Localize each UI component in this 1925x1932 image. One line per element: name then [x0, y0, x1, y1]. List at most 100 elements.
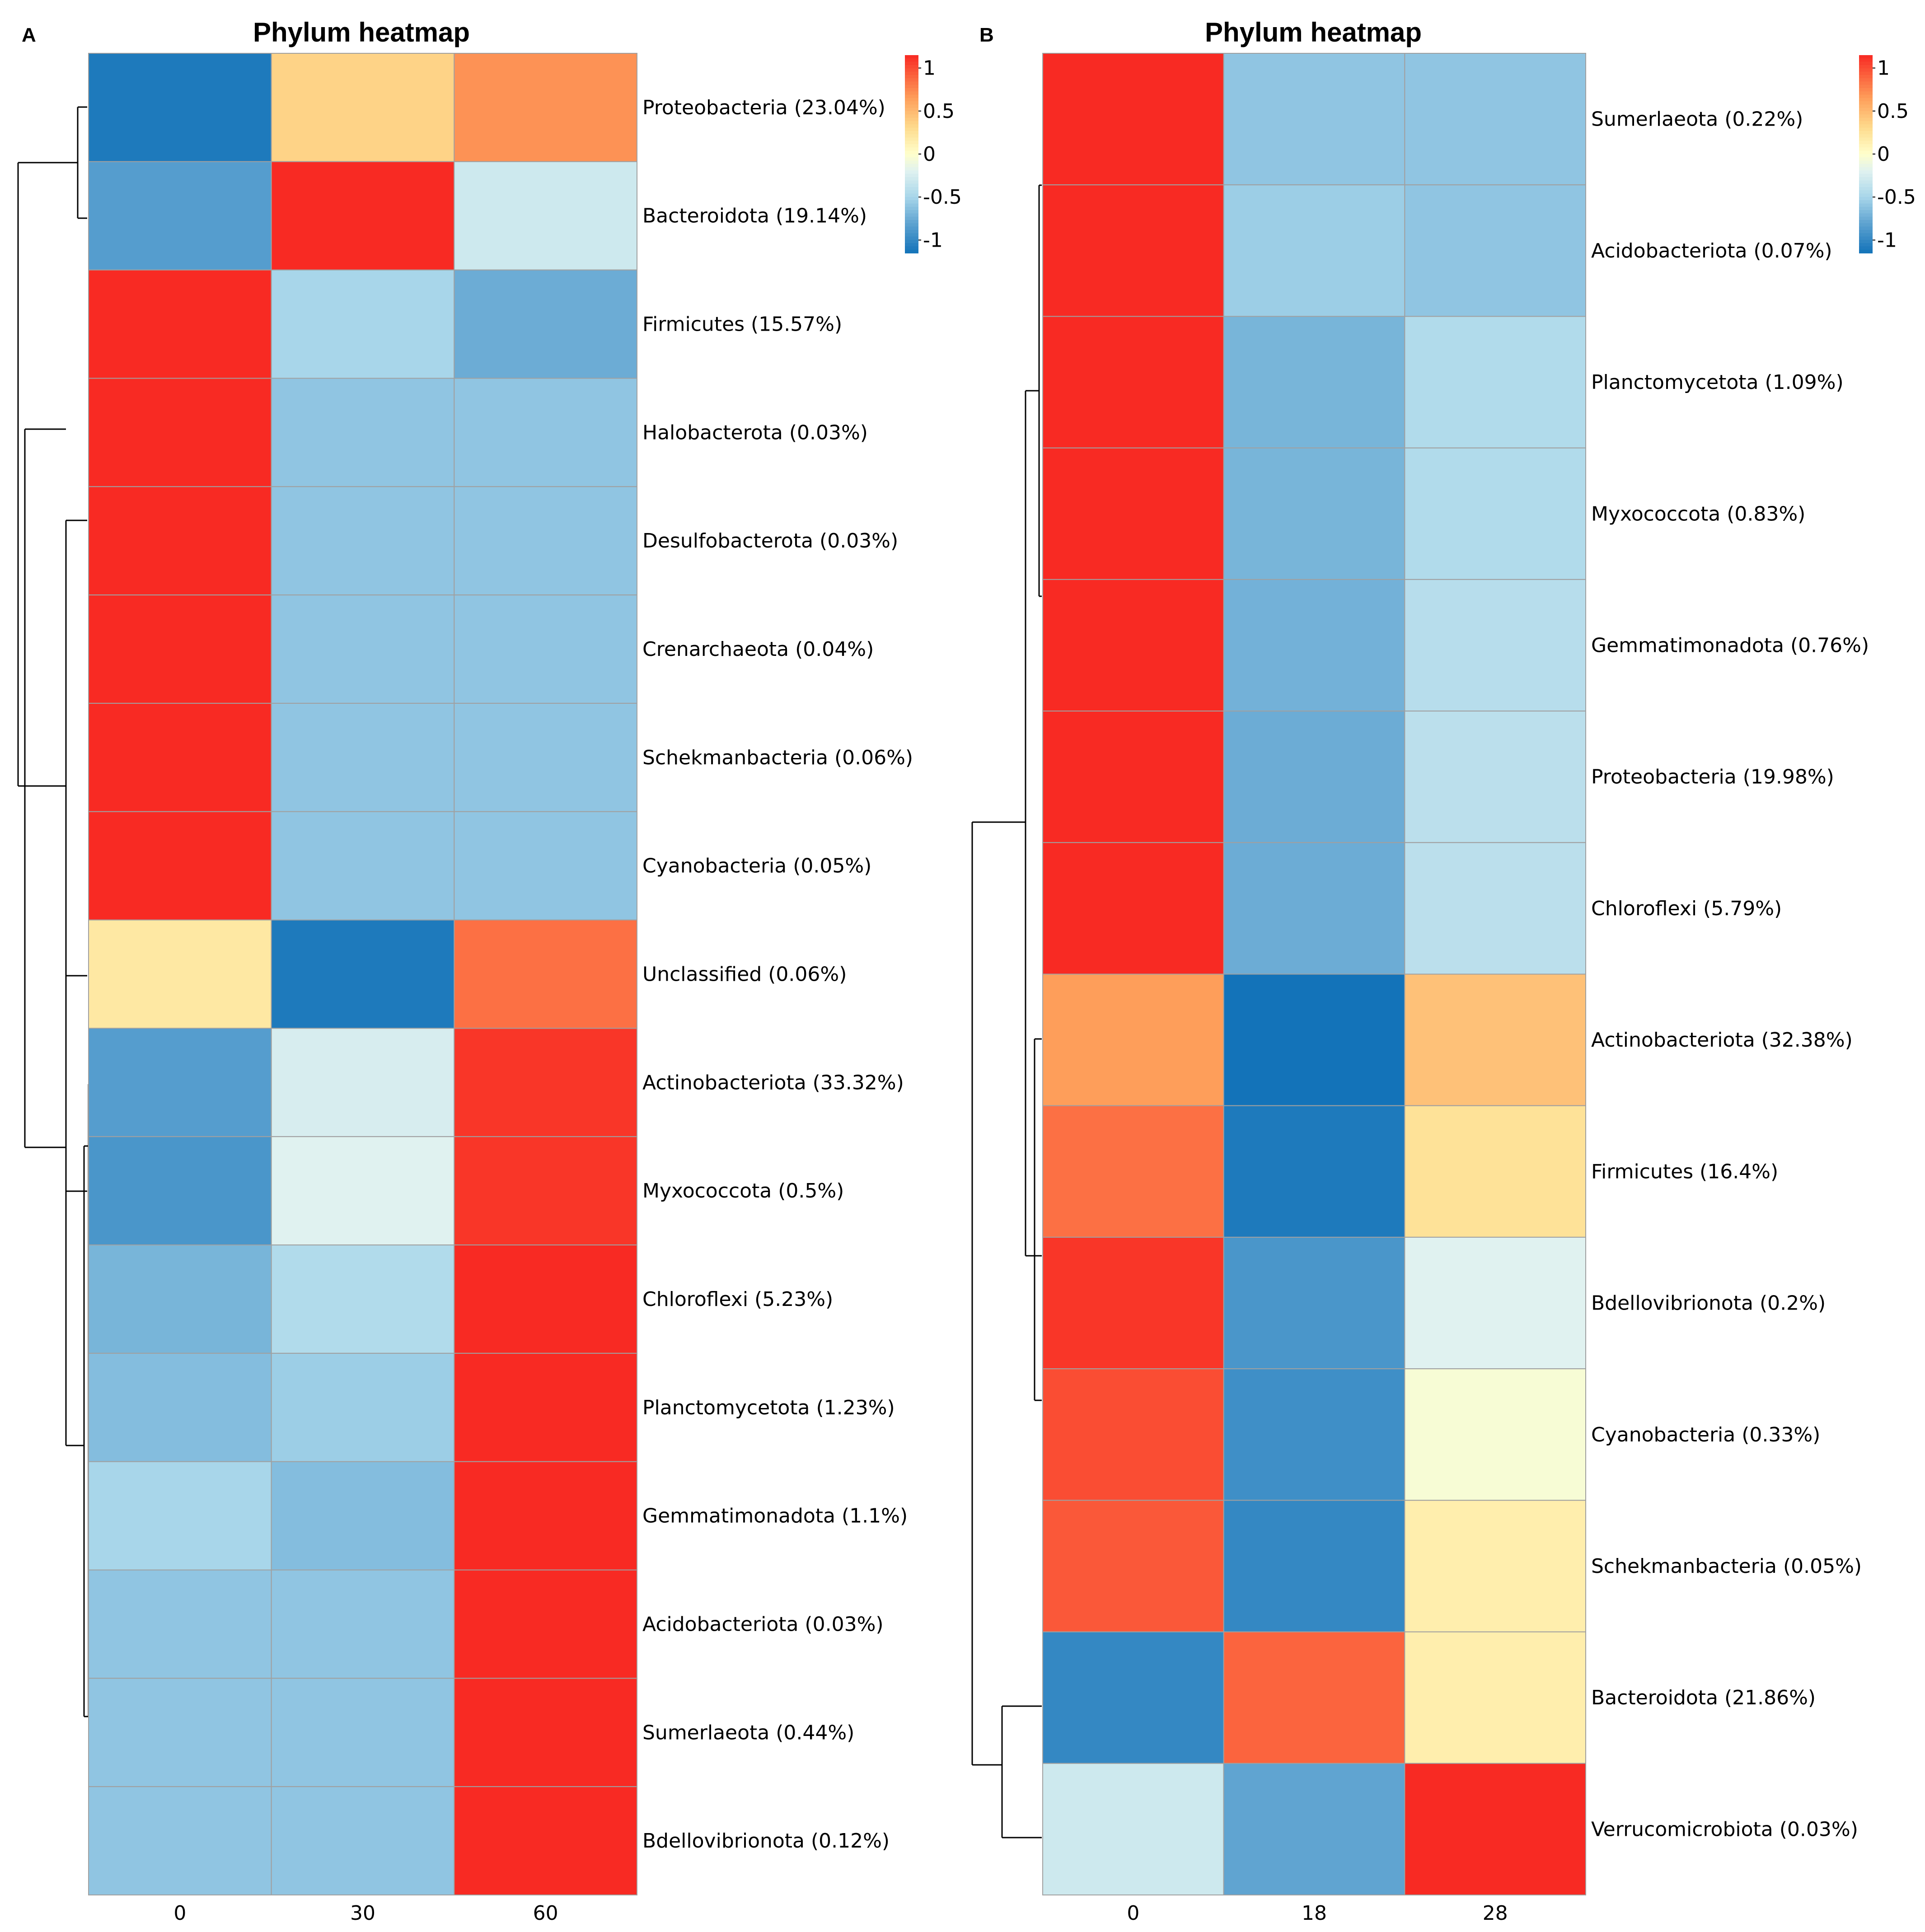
legend-color-step: [905, 98, 918, 102]
row-label: Gemmatimonadota (1.1%): [642, 1505, 908, 1528]
legend-color-step: [1859, 216, 1873, 220]
heatmap-cell: [1042, 1500, 1224, 1633]
legend-tick-label: 1: [923, 57, 936, 80]
heatmap-cell: [1223, 53, 1405, 186]
row-label: Halobacterota (0.03%): [642, 421, 868, 444]
legend-color-step: [1859, 220, 1873, 224]
row-label: Bacteroidota (21.86%): [1591, 1686, 1816, 1709]
legend-tick-label: 0: [1877, 143, 1890, 166]
panel-a-row-dendrogram: [17, 106, 89, 1717]
legend-color-step: [905, 108, 918, 112]
heatmap-cell: [1042, 579, 1224, 712]
legend-color-step: [905, 229, 918, 234]
row-label: Bacteroidota (19.14%): [642, 205, 867, 228]
legend-color-step: [1859, 150, 1873, 154]
heatmap-cell: [271, 1569, 455, 1679]
dendro-b-branch-3: [1034, 1038, 1042, 1401]
heatmap-cell: [454, 1136, 637, 1246]
legend-color-step: [1859, 249, 1873, 253]
legend-color-step: [905, 121, 918, 125]
heatmap-cell: [88, 594, 272, 704]
legend-color-step: [1859, 137, 1873, 141]
legend-color-step: [905, 160, 918, 164]
legend-color-step: [905, 55, 918, 59]
legend-color-step: [1859, 196, 1873, 201]
heatmap-cell: [1404, 973, 1586, 1106]
legend-color-step: [1859, 94, 1873, 98]
legend-color-step: [905, 134, 918, 138]
heatmap-cell: [454, 486, 637, 596]
legend-color-step: [1859, 144, 1873, 148]
legend-color-step: [1859, 78, 1873, 82]
legend-color-step: [905, 88, 918, 92]
legend-tick-label: 0.5: [1877, 100, 1909, 123]
heatmap-cell: [454, 594, 637, 704]
legend-color-step: [905, 223, 918, 227]
legend-color-step: [1859, 154, 1873, 158]
heatmap-cell: [271, 811, 455, 921]
legend-color-step: [1859, 160, 1873, 164]
row-label: Acidobacteriota (0.07%): [1591, 239, 1832, 262]
legend-color-step: [1859, 91, 1873, 95]
heatmap-cell: [88, 53, 272, 162]
legend-color-step: [905, 210, 918, 214]
legend-color-step: [905, 91, 918, 95]
heatmap-cell: [271, 1461, 455, 1571]
heatmap-cell: [1042, 842, 1224, 975]
heatmap-cell: [1223, 1631, 1405, 1764]
heatmap-cell: [1404, 1763, 1586, 1895]
heatmap-cell: [1042, 316, 1224, 449]
legend-color-step: [1859, 75, 1873, 79]
legend-color-step: [905, 193, 918, 197]
legend-color-step: [905, 94, 918, 98]
row-label: Crenarchaeota (0.04%): [642, 638, 874, 661]
legend-color-step: [905, 187, 918, 191]
legend-color-step: [905, 226, 918, 230]
heatmap-cell: [1404, 1631, 1586, 1764]
legend-color-step: [1859, 121, 1873, 125]
heatmap-cell: [1223, 184, 1405, 317]
heatmap-cell: [1223, 973, 1405, 1106]
heatmap-cell: [271, 1244, 455, 1354]
legend-color-step: [905, 183, 918, 187]
legend-color-step: [905, 68, 918, 72]
heatmap-cell: [454, 811, 637, 921]
heatmap-cell: [88, 1569, 272, 1679]
legend-color-step: [905, 236, 918, 240]
row-label: Chloroflexi (5.23%): [642, 1288, 833, 1311]
heatmap-cell: [1404, 53, 1586, 186]
row-label: Sumerlaeota (0.22%): [1591, 108, 1803, 131]
legend-color-step: [1859, 229, 1873, 234]
legend-color-step: [1859, 81, 1873, 85]
legend-color-step: [1859, 170, 1873, 174]
legend-color-step: [1859, 246, 1873, 250]
row-label: Myxococcota (0.83%): [1591, 502, 1805, 525]
legend-color-step: [905, 137, 918, 141]
legend-color-step: [905, 154, 918, 158]
legend-color-step: [1859, 200, 1873, 204]
row-label: Planctomycetota (1.23%): [642, 1396, 895, 1419]
legend-color-step: [905, 206, 918, 211]
heatmap-cell: [1223, 711, 1405, 843]
row-label: Firmicutes (15.57%): [642, 313, 842, 336]
heatmap-cell: [1042, 1105, 1224, 1238]
heatmap-cell: [1042, 711, 1224, 843]
legend-color-step: [1859, 193, 1873, 197]
legend-color-step: [1859, 61, 1873, 65]
heatmap-cell: [454, 53, 637, 162]
legend-color-step: [1859, 180, 1873, 184]
legend-color-step: [1859, 183, 1873, 187]
row-label: Actinobacteriota (33.32%): [642, 1071, 904, 1094]
heatmap-cell: [1223, 842, 1405, 975]
heatmap-cell: [271, 378, 455, 487]
row-label: Verrucomicrobiota (0.03%): [1591, 1818, 1858, 1841]
legend-color-step: [905, 147, 918, 151]
panel-b-color-legend: 1 0.5 0 -0.5 -1: [1859, 55, 1916, 253]
legend-color-step: [1859, 101, 1873, 105]
column-label: 30: [350, 1902, 375, 1925]
legend-color-step: [1859, 134, 1873, 138]
heatmap-cell: [454, 378, 637, 487]
heatmap-cell: [1404, 184, 1586, 317]
heatmap-cell: [1223, 447, 1405, 580]
legend-color-step: [1859, 140, 1873, 145]
